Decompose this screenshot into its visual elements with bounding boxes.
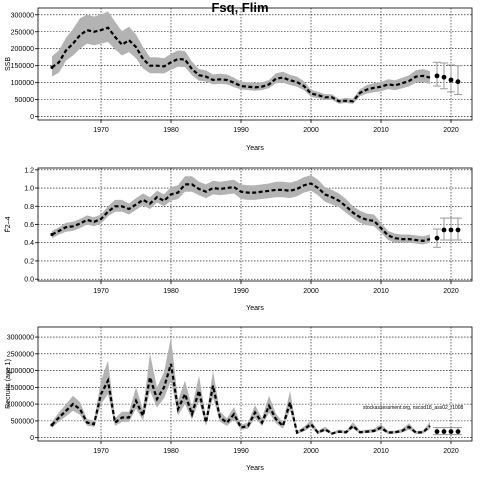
y-tick-label: 50000 [15, 97, 35, 104]
x-tick-label: 1990 [233, 127, 249, 134]
y-tick-label: 0 [30, 435, 34, 442]
forecast-point [434, 429, 440, 435]
x-tick-label: 1980 [163, 288, 179, 295]
y-axis-label-ssb: SSB [5, 57, 12, 71]
x-tick-label: 2020 [443, 127, 459, 134]
forecast-point [434, 73, 440, 79]
data-point [50, 65, 54, 69]
y-tick-label: 2000000 [7, 368, 34, 375]
x-tick-label: 2000 [303, 127, 319, 134]
y-tick-label: 3000000 [7, 335, 34, 342]
forecast-point [448, 429, 454, 435]
plot-frame-recruitment [37, 326, 473, 442]
y-tick-label: 0.4 [24, 240, 34, 247]
x-tick-label: 1980 [163, 127, 179, 134]
forecast-point [434, 235, 440, 241]
forecast-point [455, 227, 461, 233]
estimate-line-recruitment [51, 363, 431, 435]
data-point [50, 232, 54, 237]
y-tick-label: 1.2 [24, 167, 34, 174]
y-tick-label: 0.2 [24, 258, 34, 265]
estimate-line-ssb [51, 26, 431, 103]
y-tick-label: 1000000 [7, 402, 34, 409]
x-tick-label: 1980 [163, 448, 179, 455]
plot-frame-ssb [37, 7, 473, 121]
y-tick-label: 0.8 [24, 204, 34, 211]
confidence-band-fbar [52, 175, 430, 245]
data-point [50, 423, 54, 427]
forecast-point [448, 77, 454, 83]
y-axis-label-recruitment: Recruits (age 1) [5, 359, 12, 409]
forecast-point [441, 227, 447, 233]
x-tick-label: 1970 [93, 448, 109, 455]
forecast-point [455, 79, 461, 85]
confidence-band-ssb [52, 11, 430, 104]
x-tick-label: 1990 [233, 448, 249, 455]
x-tick-label: 2000 [303, 448, 319, 455]
forecast-point [441, 429, 447, 435]
y-tick-label: 250000 [11, 29, 34, 36]
figure-title: Fsq, Flim [211, 0, 268, 15]
y-tick-label: 0 [30, 114, 34, 121]
y-tick-label: 1500000 [7, 385, 34, 392]
y-tick-label: 100000 [11, 80, 34, 87]
x-tick-label: 2020 [443, 448, 459, 455]
chart-panel-recruitment: 1970 1980 1990 2000 2010 2020 0 500000 1000000 15… [5, 326, 473, 472]
y-axis-label-fbar: F̄2–4 [4, 216, 12, 232]
forecast-point [448, 227, 454, 233]
confidence-band-recruitment [52, 337, 430, 435]
x-tick-label: 2010 [373, 288, 389, 295]
y-tick-label: 200000 [11, 46, 34, 53]
chart-panel-fbar: 1970 1980 1990 2000 2010 2020 0.0 0.2 0.4 0.6 0.8 1… [4, 167, 473, 312]
x-tick-label: 2020 [443, 288, 459, 295]
y-tick-label: 300000 [11, 12, 34, 19]
y-tick-label: 2500000 [7, 351, 34, 358]
forecast-point [441, 74, 447, 80]
x-axis-label-recruitment: Years [246, 465, 264, 472]
x-axis-label-ssb: Years [246, 145, 264, 152]
estimate-line-fbar [51, 182, 431, 243]
x-tick-label: 1970 [93, 288, 109, 295]
x-tick-label: 2010 [373, 448, 389, 455]
y-tick-label: 1.0 [24, 186, 34, 193]
forecast-point [455, 429, 461, 435]
x-tick-label: 1990 [233, 288, 249, 295]
y-tick-label: 0.6 [24, 222, 34, 229]
x-tick-label: 2000 [303, 288, 319, 295]
source-annotation: stockassessment.org, nscod18_ass02_r1008 [363, 405, 464, 411]
y-tick-label: 500000 [11, 418, 34, 425]
y-tick-label: 150000 [11, 63, 34, 70]
x-axis-label-fbar: Years [246, 305, 264, 312]
y-tick-label: 0.0 [24, 277, 34, 284]
x-tick-label: 1970 [93, 127, 109, 134]
chart-panel-ssb: 1970 1980 1990 2000 2010 2020 0 50000 100000 1500… [5, 7, 473, 152]
x-tick-label: 2010 [373, 127, 389, 134]
